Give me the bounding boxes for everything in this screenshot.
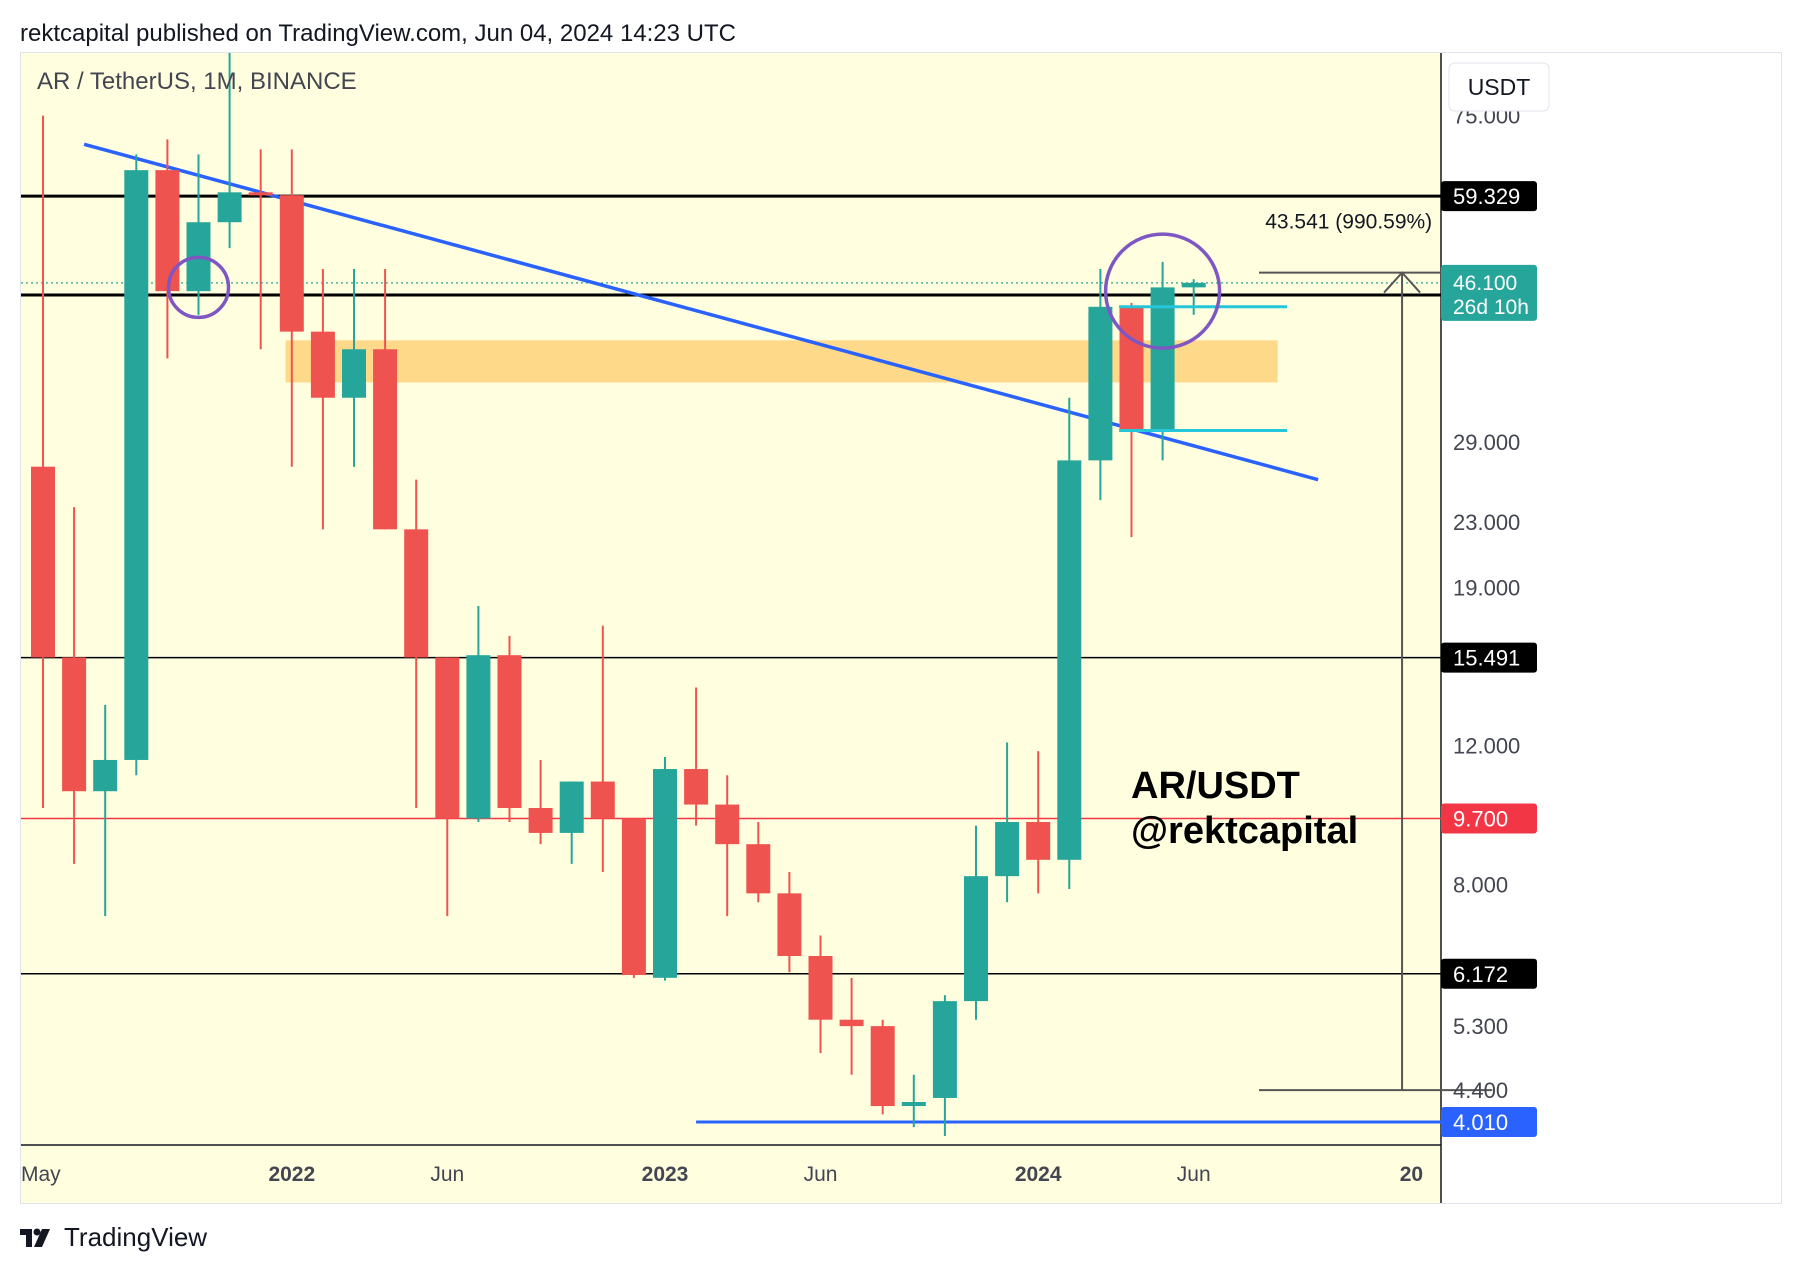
x-tick-label: Jun [804,1163,838,1186]
tradingview-logo-icon[interactable] [20,1227,56,1249]
price-label-box [1441,642,1537,673]
chart-panel[interactable]: 43.541 (990.59%) 75.000 29.000 23.000 19.00… [20,52,1782,1204]
candle-body[interactable] [342,349,366,398]
price-label: 15.491 [1453,646,1520,671]
price-label-box [1441,181,1537,212]
candle-body[interactable] [31,466,55,658]
tradingview-brand[interactable]: TradingView [64,1222,208,1252]
candle-body[interactable] [964,876,988,1002]
candle-body[interactable] [279,195,304,332]
highlight-circle [166,255,231,320]
price-label-box [1441,803,1537,834]
candle-body[interactable] [870,1026,895,1107]
candle-body[interactable] [528,807,553,833]
candle-body[interactable] [839,1019,864,1027]
candle-body[interactable] [155,170,180,292]
y-tick-label: 19.000 [1453,575,1520,600]
x-tick-label: 2024 [1015,1163,1062,1186]
x-tick-label: Jun [430,1163,464,1186]
candle-body[interactable] [1119,306,1144,431]
candle-body[interactable] [435,657,460,819]
y-tick-label: 23.000 [1453,510,1520,535]
x-tick-label: 20 [1400,1163,1423,1186]
x-tick-label: 2023 [642,1163,689,1186]
y-tick-label: 29.000 [1453,430,1520,455]
annotation-handle: @rektcapital [1131,810,1358,852]
highlight-circle [1103,232,1222,350]
measure-label: 43.541 (990.59%) [1265,211,1432,234]
currency-button-label: USDT [1468,74,1531,100]
candle-body[interactable] [559,781,584,833]
candle-body[interactable] [310,331,335,398]
candle-body[interactable] [1181,282,1206,288]
price-label: 59.329 [1453,184,1520,209]
x-tick-label: Jun [1177,1163,1211,1186]
y-tick-label: 8.000 [1453,873,1508,898]
candle-body[interactable] [715,804,740,845]
x-axis-background [21,1145,1441,1203]
candle-body[interactable] [590,781,615,819]
current-price-label: 46.100 [1453,272,1517,295]
annotation-title: AR/USDT [1131,765,1300,807]
candle-body[interactable] [497,655,522,808]
plot-background [21,53,1441,1145]
candle-body[interactable] [62,657,87,792]
price-label-box [1441,1106,1537,1137]
price-axis-background [1441,53,1781,1203]
candle-body[interactable] [1088,306,1113,461]
candle-body[interactable] [653,769,677,978]
candle-body[interactable] [466,655,491,819]
candle-body[interactable] [746,844,771,894]
publisher-line: rektcapital published on TradingView.com… [20,20,736,47]
countdown-label: 26d 10h [1453,296,1529,319]
price-label-box [1441,958,1537,989]
candle-body[interactable] [684,769,709,805]
candle-body[interactable] [93,759,118,792]
currency-button[interactable]: USDT [1448,62,1550,112]
price-label: 4.010 [1453,1110,1508,1135]
candle-body[interactable] [777,893,802,957]
current-price-box [1441,264,1537,321]
candle-body[interactable] [932,1001,957,1098]
candle-body[interactable] [373,349,398,530]
price-label: 6.172 [1453,962,1508,987]
candle-body[interactable] [248,192,273,196]
y-tick-label: 5.300 [1453,1014,1508,1039]
candle-body[interactable] [808,956,833,1020]
symbol-label: AR / TetherUS, 1M, BINANCE [37,68,357,95]
candle-body[interactable] [995,822,1020,877]
footer: TradingView [20,1222,207,1253]
price-label: 9.700 [1453,806,1508,831]
candle-body[interactable] [1150,287,1175,431]
candle-body[interactable] [124,170,149,760]
x-tick-label: May [21,1163,61,1186]
candle-body[interactable] [1026,822,1051,860]
candle-body[interactable] [217,192,242,223]
candle-body[interactable] [1057,460,1082,860]
candlestick-chart[interactable]: 43.541 (990.59%) 75.00029.00023.00019.00… [21,53,1781,1203]
candle-body[interactable] [404,529,429,658]
candle-body[interactable] [901,1101,926,1107]
measure-arrow-head [1383,271,1421,294]
y-tick-label: 4.400 [1453,1078,1508,1103]
x-tick-label: 2022 [268,1163,315,1186]
y-tick-label: 12.000 [1453,733,1520,758]
candle-body[interactable] [621,818,646,976]
